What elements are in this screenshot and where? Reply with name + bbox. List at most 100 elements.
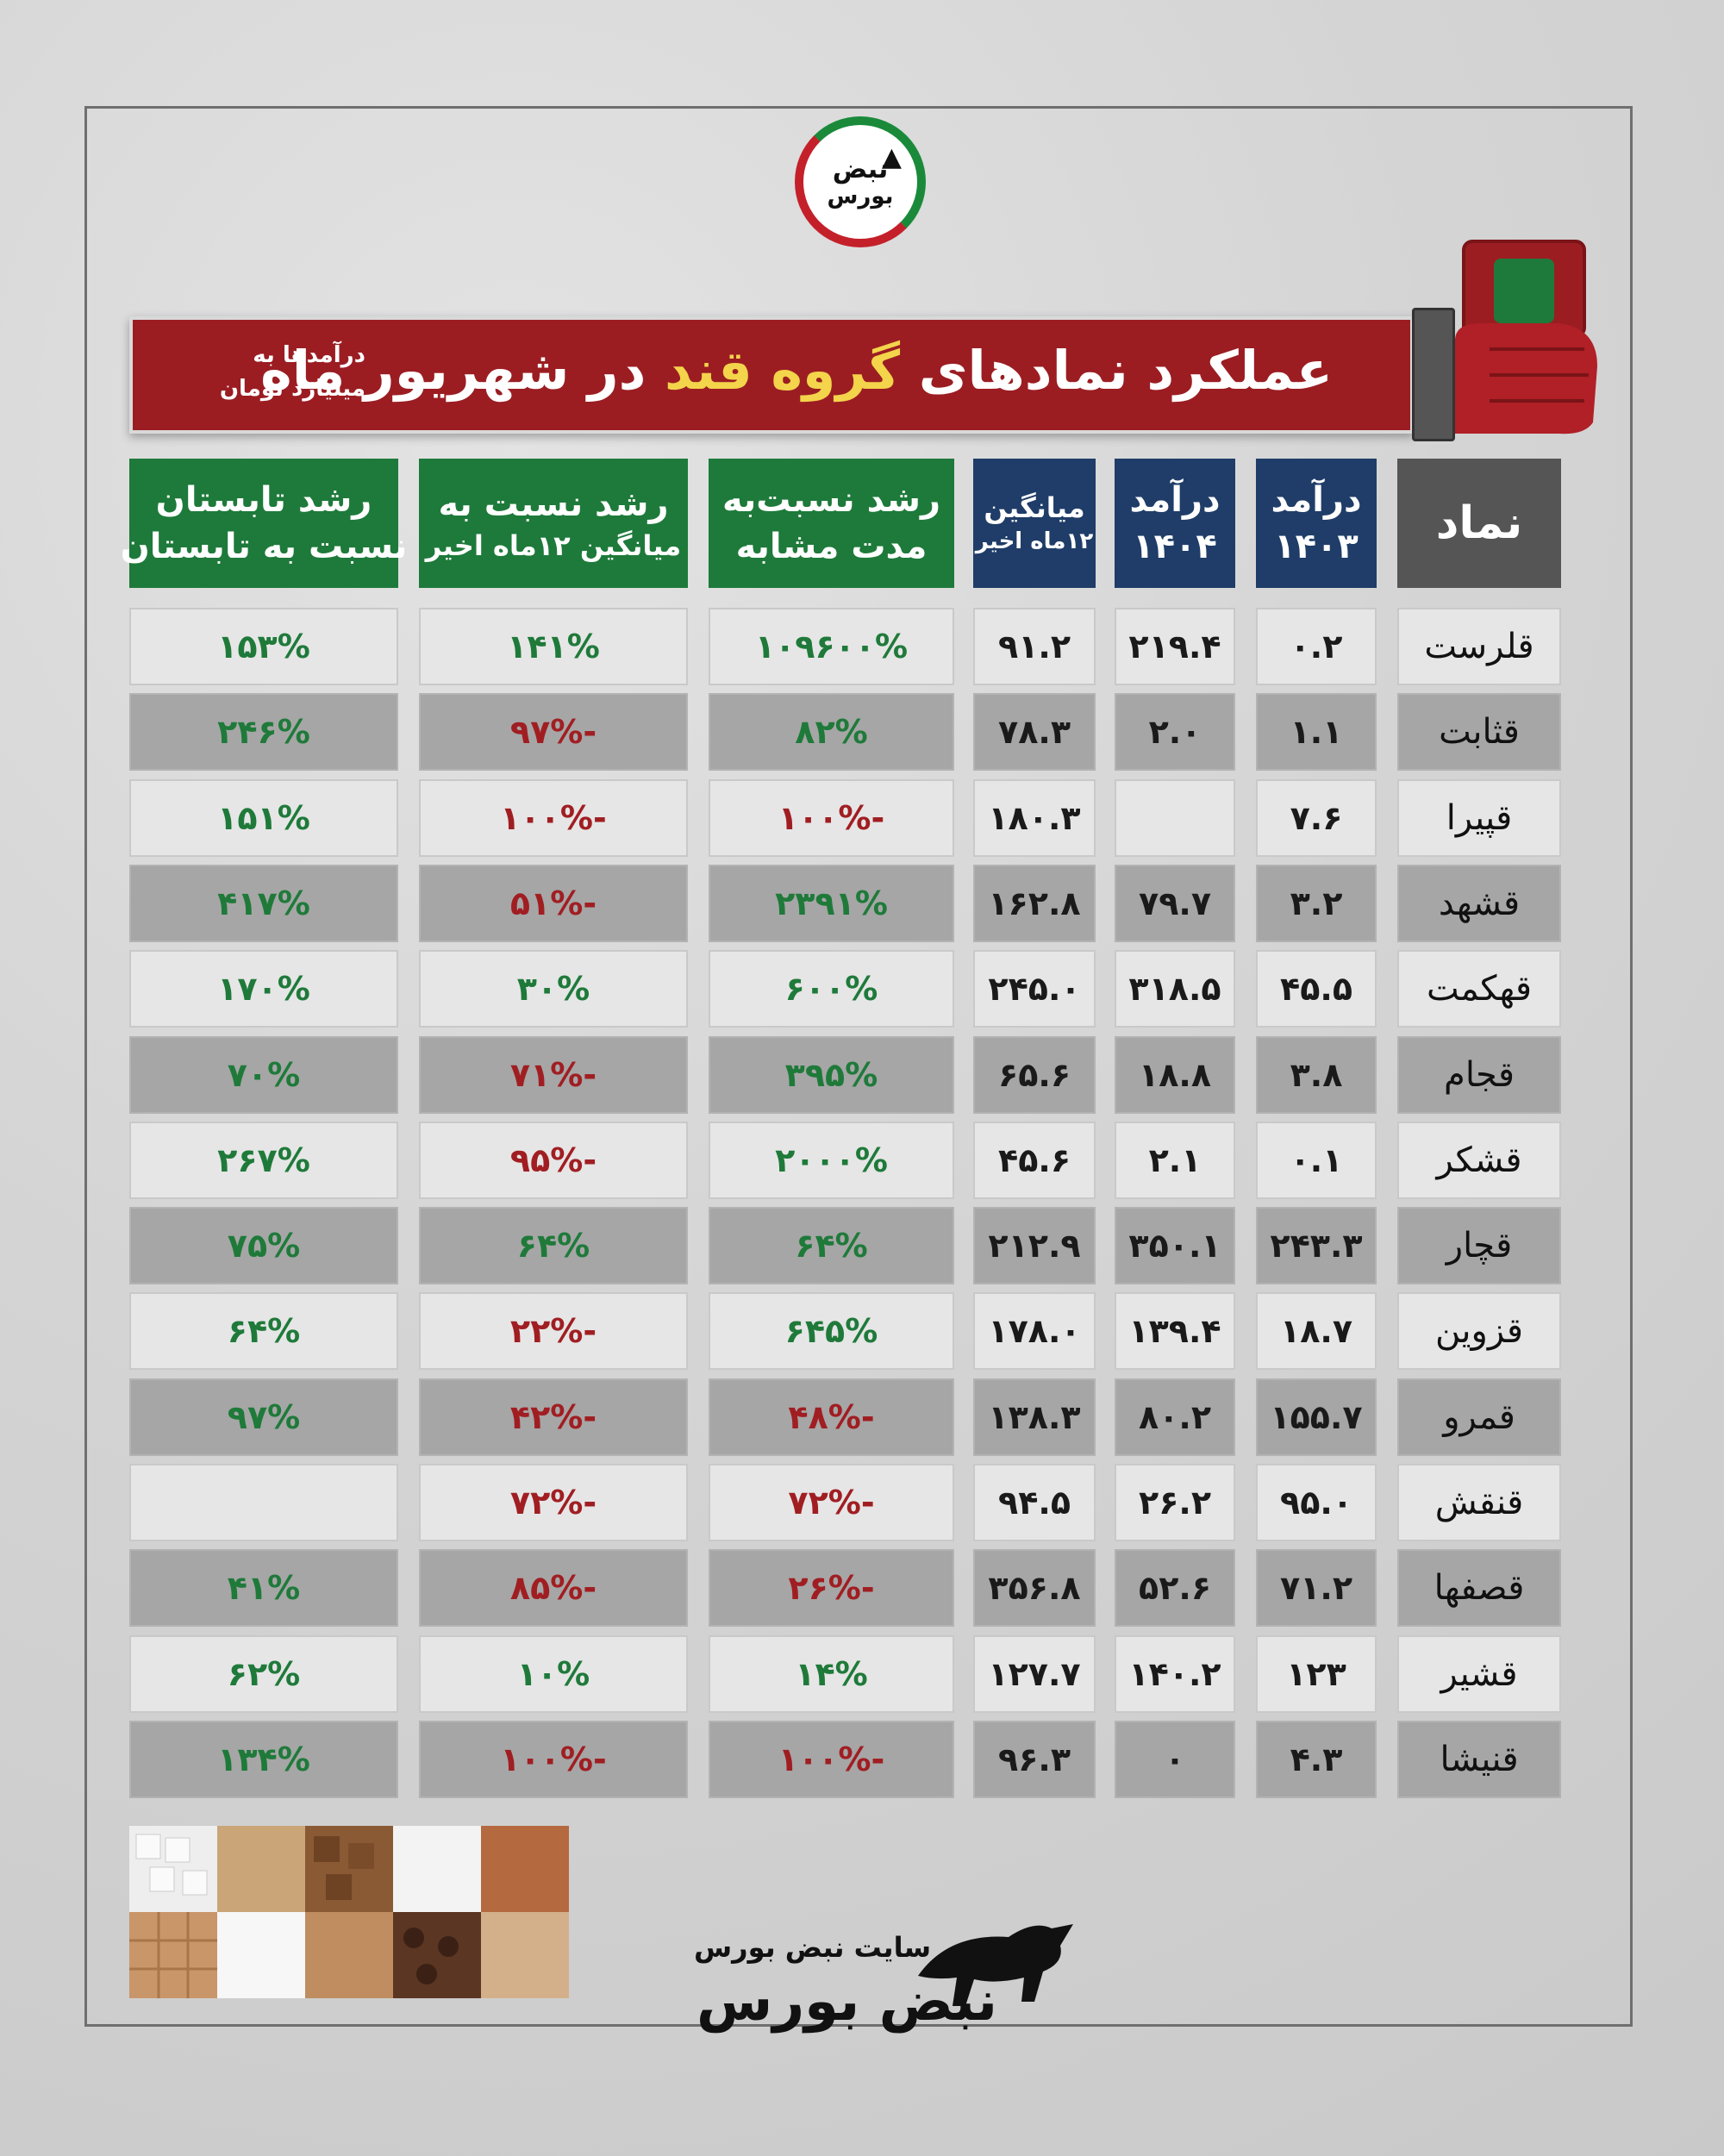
logo-line1: نبض bbox=[832, 153, 889, 184]
cell-avg12: ۹۱.۲ bbox=[973, 608, 1096, 685]
sugar-varieties-image bbox=[129, 1826, 569, 1998]
cell-growth-avg-value: -۱۰۰% bbox=[500, 1740, 607, 1778]
cell-symbol-value: قشهد bbox=[1438, 884, 1521, 923]
cell-growth-same-value: ۶۴۵% bbox=[784, 1312, 878, 1350]
cell-symbol: قشیر bbox=[1397, 1635, 1561, 1713]
cell-revenue-1404-value: ۵۲.۶ bbox=[1139, 1569, 1212, 1607]
brand-logo: ▲ نبض بورس bbox=[795, 116, 926, 247]
page-title: عملکرد نمادهای گروه قند در شهریور ماه bbox=[260, 339, 1333, 402]
header-symbol: نماد bbox=[1397, 459, 1561, 588]
header-revenue-1403: درآمد ۱۴۰۳ bbox=[1256, 459, 1377, 588]
cell-growth-same: ۸۲% bbox=[709, 693, 954, 771]
cell-avg12: ۶۵.۶ bbox=[973, 1036, 1096, 1114]
cell-avg12-value: ۴۵.۶ bbox=[998, 1141, 1071, 1179]
cell-growth-summer-value: ۲۴۶% bbox=[217, 713, 310, 751]
cell-revenue-1403: ۳.۲ bbox=[1256, 865, 1377, 942]
cell-revenue-1403: ۰.۲ bbox=[1256, 608, 1377, 685]
header-growth-same-line1: رشد نسبت‌به bbox=[721, 480, 941, 520]
header-growth-summer-line1: رشد تابستان bbox=[155, 480, 372, 520]
cell-revenue-1403-value: ۱.۱ bbox=[1290, 713, 1343, 751]
cell-avg12-value: ۲۱۲.۹ bbox=[988, 1227, 1081, 1265]
cell-symbol: قنیشا bbox=[1397, 1721, 1561, 1798]
cell-revenue-1404: ۸۰.۲ bbox=[1115, 1378, 1235, 1456]
cell-avg12: ۱۶۲.۸ bbox=[973, 865, 1096, 942]
cell-revenue-1403-value: ۷.۶ bbox=[1290, 799, 1343, 837]
cell-revenue-1404: ۳۱۸.۵ bbox=[1115, 950, 1235, 1028]
cell-symbol-value: قجام bbox=[1444, 1055, 1515, 1095]
cell-revenue-1404-value: ۳۱۸.۵ bbox=[1128, 970, 1221, 1008]
cell-revenue-1404: ۱۸.۸ bbox=[1115, 1036, 1235, 1114]
title-highlight: گروه قند bbox=[665, 339, 901, 402]
cell-revenue-1403: ۱۵۵.۷ bbox=[1256, 1378, 1377, 1456]
cell-growth-summer: ۲۶۷% bbox=[129, 1122, 398, 1199]
cell-revenue-1404: ۳۵۰.۱ bbox=[1115, 1207, 1235, 1284]
cell-growth-summer-value: ۱۵۳% bbox=[217, 628, 310, 666]
cell-growth-avg-value: -۵۱% bbox=[509, 884, 597, 922]
header-growth-avg-line2: میانگین ۱۲ماه اخیر bbox=[425, 529, 682, 563]
cell-symbol: قصفها bbox=[1397, 1549, 1561, 1627]
cell-symbol: قمرو bbox=[1397, 1378, 1561, 1456]
cell-symbol-value: قثابت bbox=[1439, 712, 1520, 752]
cell-revenue-1403-value: ۱۵۵.۷ bbox=[1270, 1398, 1363, 1436]
cell-growth-avg: -۵۱% bbox=[419, 865, 688, 942]
cell-revenue-1403: ۴۵.۵ bbox=[1256, 950, 1377, 1028]
cell-growth-avg: -۷۱% bbox=[419, 1036, 688, 1114]
cell-growth-same-value: -۷۲% bbox=[788, 1484, 875, 1522]
cell-avg12-value: ۱۷۸.۰ bbox=[988, 1312, 1081, 1350]
cell-revenue-1403: ۱.۱ bbox=[1256, 693, 1377, 771]
cell-growth-summer-value: ۶۲% bbox=[227, 1655, 301, 1693]
cell-symbol-value: قلرست bbox=[1424, 627, 1534, 666]
header-revenue-1404-line1: درآمد bbox=[1129, 480, 1221, 520]
cell-growth-summer-value: ۹۷% bbox=[227, 1398, 301, 1436]
cell-avg12: ۹۶.۳ bbox=[973, 1721, 1096, 1798]
cell-growth-avg: ۱۰% bbox=[419, 1635, 688, 1713]
cell-symbol: قپیرا bbox=[1397, 779, 1561, 857]
cell-growth-summer: ۱۷۰% bbox=[129, 950, 398, 1028]
cell-revenue-1403-value: ۳.۸ bbox=[1290, 1056, 1343, 1094]
footer-brand: نبض بورس bbox=[696, 1970, 998, 2034]
cell-revenue-1404-value: ۱۳۹.۴ bbox=[1128, 1312, 1221, 1350]
header-growth-avg-line1: رشد نسبت به bbox=[438, 484, 669, 525]
cell-revenue-1404-value: ۸۰.۲ bbox=[1139, 1398, 1212, 1436]
cell-symbol-value: قمرو bbox=[1443, 1397, 1515, 1437]
page-frame bbox=[84, 106, 1633, 2027]
cell-growth-avg-value: ۱۰% bbox=[516, 1655, 590, 1693]
cell-growth-same-value: -۲۶% bbox=[788, 1569, 875, 1607]
cell-growth-avg: -۱۰۰% bbox=[419, 1721, 688, 1798]
cell-growth-same: -۲۶% bbox=[709, 1549, 954, 1627]
cell-revenue-1404 bbox=[1115, 779, 1235, 857]
cell-growth-same-value: ۱۴% bbox=[795, 1655, 868, 1693]
cell-growth-same: -۷۲% bbox=[709, 1464, 954, 1541]
cell-growth-same-value: ۲۰۰۰% bbox=[775, 1141, 888, 1179]
banner-clip bbox=[1412, 308, 1455, 441]
cell-revenue-1404: ۲.۰ bbox=[1115, 693, 1235, 771]
cell-growth-avg-value: ۱۴۱% bbox=[507, 628, 600, 666]
cell-growth-avg: -۹۷% bbox=[419, 693, 688, 771]
cell-avg12: ۱۲۷.۷ bbox=[973, 1635, 1096, 1713]
cell-avg12: ۴۵.۶ bbox=[973, 1122, 1096, 1199]
cell-revenue-1403: ۱۸.۷ bbox=[1256, 1292, 1377, 1370]
cell-growth-avg-value: -۲۲% bbox=[509, 1312, 597, 1350]
cell-symbol-value: قنیشا bbox=[1440, 1740, 1519, 1779]
cell-growth-summer-value: ۱۵۱% bbox=[217, 799, 310, 837]
cell-growth-avg-value: -۹۷% bbox=[509, 713, 597, 751]
cell-growth-avg: -۹۵% bbox=[419, 1122, 688, 1199]
cell-avg12: ۱۷۸.۰ bbox=[973, 1292, 1096, 1370]
cell-avg12-value: ۷۸.۳ bbox=[998, 713, 1071, 751]
cell-symbol-value: قشیر bbox=[1440, 1654, 1518, 1694]
cell-growth-summer-value: ۴۱% bbox=[227, 1569, 301, 1607]
header-growth-avg: رشد نسبت به میانگین ۱۲ماه اخیر bbox=[419, 459, 688, 588]
cell-revenue-1404-value: ۳۵۰.۱ bbox=[1128, 1227, 1221, 1265]
cell-symbol: قجام bbox=[1397, 1036, 1561, 1114]
cell-growth-summer-value: ۴۱۷% bbox=[217, 884, 310, 922]
header-growth-summer-line2: نسبت به تابستان bbox=[120, 527, 408, 566]
cell-avg12-value: ۲۴۵.۰ bbox=[988, 970, 1081, 1008]
cell-revenue-1403-value: ۴۵.۵ bbox=[1280, 970, 1353, 1008]
cell-growth-summer-value: ۷۵% bbox=[227, 1227, 301, 1265]
cell-revenue-1404: ۲۶.۲ bbox=[1115, 1464, 1235, 1541]
cell-revenue-1403: ۳.۸ bbox=[1256, 1036, 1377, 1114]
cell-avg12: ۹۴.۵ bbox=[973, 1464, 1096, 1541]
cell-growth-avg-value: -۸۵% bbox=[509, 1569, 597, 1607]
cell-revenue-1403: ۹۵.۰ bbox=[1256, 1464, 1377, 1541]
cell-growth-same: ۲۰۰۰% bbox=[709, 1122, 954, 1199]
